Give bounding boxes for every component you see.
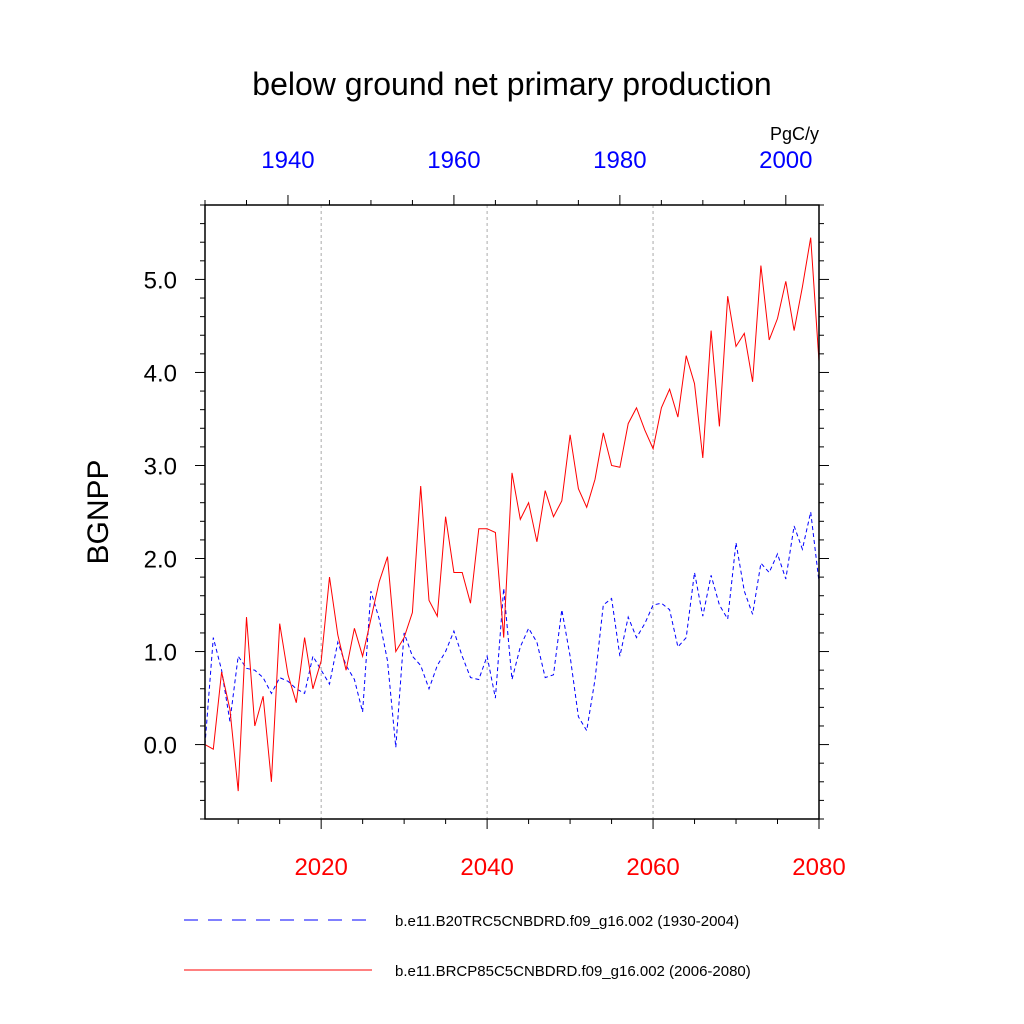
x-bottom-tick-label: 2060 bbox=[626, 854, 679, 881]
x-top-tick-label: 1960 bbox=[427, 147, 480, 174]
axes: 2020 2040 2060 2080 1940 1960 1980 2000 0.0 1.0 2.… bbox=[144, 147, 846, 881]
x-top-tick-label: 1940 bbox=[261, 147, 314, 174]
x-bottom-tick-label: 2080 bbox=[792, 854, 845, 881]
legend-label: b.e11.B20TRC5CNBDRD.f09_g16.002 (1930-20… bbox=[395, 913, 739, 930]
y-tick-label: 4.0 bbox=[144, 360, 177, 387]
series-lines bbox=[204, 237, 820, 792]
y-tick-label: 5.0 bbox=[144, 267, 177, 294]
plot-frame bbox=[204, 204, 820, 820]
grid-lines bbox=[320, 205, 654, 819]
y-tick-label: 0.0 bbox=[144, 733, 177, 760]
chart-title: below ground net primary production bbox=[252, 66, 771, 102]
x-bottom-tick-label: 2040 bbox=[460, 854, 513, 881]
x-top-tick-label: 2000 bbox=[759, 147, 812, 174]
legend-label: b.e11.BRCP85C5CNBDRD.f09_g16.002 (2006-2… bbox=[395, 963, 751, 980]
series-historical-line bbox=[204, 511, 820, 748]
series-rcp85-line bbox=[204, 237, 820, 792]
y-tick-label: 2.0 bbox=[144, 547, 177, 574]
x-bottom-tick-label: 2020 bbox=[294, 854, 347, 881]
units-label: PgC/y bbox=[770, 124, 819, 144]
y-tick-label: 3.0 bbox=[144, 453, 177, 480]
y-axis-label: BGNPP bbox=[82, 459, 115, 564]
legend: b.e11.B20TRC5CNBDRD.f09_g16.002 (1930-20… bbox=[184, 913, 751, 980]
x-top-tick-label: 1980 bbox=[593, 147, 646, 174]
y-tick-label: 1.0 bbox=[144, 640, 177, 667]
